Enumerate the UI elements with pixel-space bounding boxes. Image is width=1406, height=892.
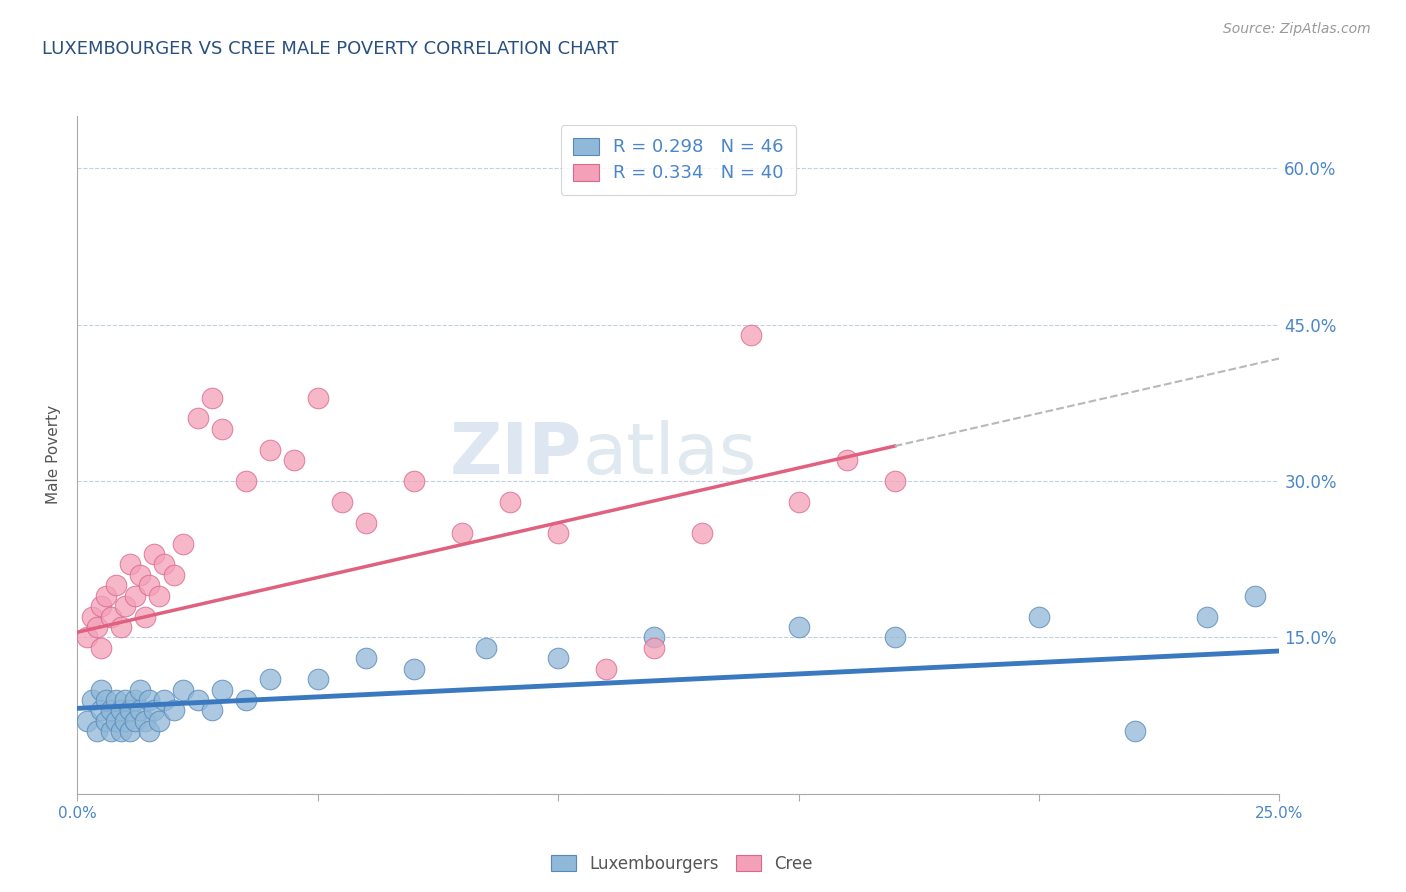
Point [259, 672, 281, 686]
Point [86, 620, 108, 634]
Point [307, 391, 329, 405]
Point [451, 526, 474, 541]
Point [201, 703, 224, 717]
Point [100, 703, 122, 717]
Point [138, 724, 160, 739]
Point [354, 516, 377, 530]
Point [96, 714, 118, 728]
Point [547, 651, 569, 665]
Point [1244, 589, 1267, 603]
Point [110, 703, 132, 717]
Point [76, 714, 98, 728]
Point [96, 589, 118, 603]
Point [80, 609, 103, 624]
Point [187, 411, 209, 425]
Point [211, 422, 233, 436]
Point [787, 620, 810, 634]
Text: Source: ZipAtlas.com: Source: ZipAtlas.com [1223, 22, 1371, 37]
Legend: Luxembourgers, Cree: Luxembourgers, Cree [544, 848, 820, 880]
Point [172, 682, 194, 697]
Point [1197, 609, 1219, 624]
Point [76, 631, 98, 645]
Point [162, 567, 184, 582]
Point [90, 640, 112, 655]
Point [128, 703, 150, 717]
Point [692, 526, 714, 541]
Point [148, 589, 170, 603]
Point [883, 631, 905, 645]
Point [1123, 724, 1146, 739]
Text: ZIP: ZIP [450, 420, 582, 490]
Point [128, 567, 150, 582]
Point [114, 693, 136, 707]
Point [153, 693, 176, 707]
Point [835, 453, 858, 467]
Point [883, 474, 905, 488]
Point [499, 495, 522, 509]
Point [90, 682, 112, 697]
Point [354, 651, 377, 665]
Point [104, 578, 127, 592]
Point [124, 589, 146, 603]
Point [138, 693, 160, 707]
Point [740, 328, 762, 343]
Point [402, 474, 425, 488]
Point [547, 526, 569, 541]
Point [114, 599, 136, 614]
Point [787, 495, 810, 509]
Point [120, 703, 142, 717]
Point [330, 495, 353, 509]
Point [120, 724, 142, 739]
Point [138, 578, 160, 592]
Point [475, 640, 498, 655]
Point [134, 609, 156, 624]
Y-axis label: Male Poverty: Male Poverty [46, 405, 62, 505]
Point [148, 714, 170, 728]
Point [104, 693, 127, 707]
Point [153, 558, 176, 572]
Point [1028, 609, 1050, 624]
Point [402, 662, 425, 676]
Point [307, 672, 329, 686]
Point [114, 714, 136, 728]
Point [211, 682, 233, 697]
Point [90, 599, 112, 614]
Text: LUXEMBOURGER VS CREE MALE POVERTY CORRELATION CHART: LUXEMBOURGER VS CREE MALE POVERTY CORREL… [42, 40, 619, 58]
Point [187, 693, 209, 707]
Point [120, 558, 142, 572]
Point [128, 682, 150, 697]
Point [124, 693, 146, 707]
Point [110, 724, 132, 739]
Point [643, 640, 665, 655]
Point [100, 724, 122, 739]
Point [86, 724, 108, 739]
Point [259, 442, 281, 457]
Point [96, 693, 118, 707]
Point [90, 703, 112, 717]
Point [100, 609, 122, 624]
Point [124, 714, 146, 728]
Point [201, 391, 224, 405]
Point [235, 474, 257, 488]
Point [104, 714, 127, 728]
Point [80, 693, 103, 707]
Point [162, 703, 184, 717]
Point [595, 662, 617, 676]
Point [283, 453, 305, 467]
Point [143, 703, 166, 717]
Point [143, 547, 166, 561]
Legend: R = 0.298   N = 46, R = 0.334   N = 40: R = 0.298 N = 46, R = 0.334 N = 40 [561, 125, 796, 195]
Point [643, 631, 665, 645]
Point [172, 536, 194, 550]
Point [110, 620, 132, 634]
Point [235, 693, 257, 707]
Text: atlas: atlas [582, 420, 756, 490]
Point [134, 714, 156, 728]
